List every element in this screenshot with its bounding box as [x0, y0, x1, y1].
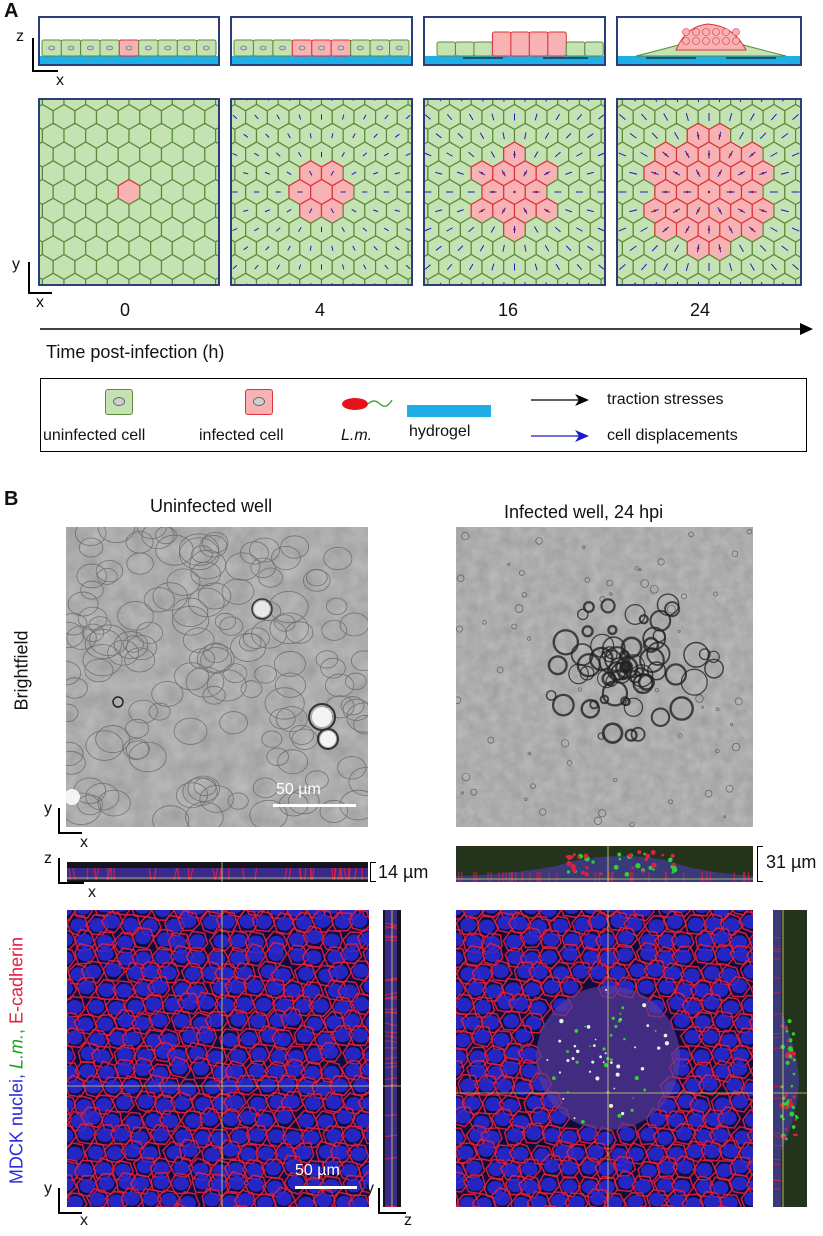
- xz-section-infected: [456, 846, 753, 882]
- axis-y-label: y: [366, 1180, 374, 1197]
- axis-x-label: x: [56, 72, 64, 89]
- uninfected-cell-icon: [105, 389, 133, 415]
- top-axis: y x: [12, 250, 52, 311]
- lm-label: L.m.: [6, 1034, 27, 1070]
- axis-z-label: z: [16, 28, 24, 45]
- legend-infected-label: infected cell: [199, 427, 284, 444]
- legend-box: uninfected cell infected cell L.m. hydro…: [40, 378, 807, 452]
- axis-x-label: x: [80, 1212, 88, 1229]
- axis-y-label: y: [44, 1180, 52, 1197]
- xz-axis: z x: [44, 850, 104, 901]
- brightfield-uninfected-image: [66, 527, 368, 827]
- height-right-label: 31 µm: [766, 852, 817, 872]
- ecadherin-label: E-cadherin: [6, 936, 27, 1024]
- yz-section-infected: [773, 910, 807, 1207]
- axis-x-label: x: [80, 834, 88, 851]
- time-label-4: 4: [315, 300, 326, 320]
- panel-b-letter: B: [4, 488, 19, 510]
- axis-x-label: x: [88, 884, 96, 901]
- traction-arrow-icon: [531, 394, 589, 406]
- axis-y-label: y: [12, 256, 20, 273]
- panel-a-letter: A: [4, 0, 19, 22]
- bacteria-icon: [342, 398, 393, 410]
- scale-bar-brightfield: [273, 804, 356, 807]
- row-fluorescence-label: MDCK nuclei, L.m., E-cadherin: [7, 896, 28, 1226]
- fluorescence-uninfected-image: [67, 910, 369, 1207]
- col-right-title: Infected well, 24 hpi: [504, 502, 664, 522]
- top-view-0: [38, 98, 220, 286]
- height-left-label: 14 µm: [378, 862, 429, 882]
- brightfield-infected-image: [456, 527, 753, 827]
- scale-bar-brightfield-label: 50 µm: [276, 781, 321, 798]
- side-view-0: [38, 16, 220, 66]
- brightfield-axis: y x: [44, 792, 88, 852]
- legend-hydrogel-label: hydrogel: [409, 423, 471, 440]
- legend-displacement-label: cell displacements: [607, 427, 738, 444]
- separator-label: ,: [6, 1024, 27, 1035]
- xz-section-uninfected: [67, 862, 368, 882]
- axis-z-label: z: [404, 1212, 412, 1229]
- top-view-2: [423, 98, 606, 286]
- row-brightfield-label: Brightfield: [11, 630, 32, 711]
- time-label-0: 0: [120, 300, 131, 320]
- side-view-2: [423, 16, 606, 66]
- scale-bar-fluorescence-label: 50 µm: [295, 1162, 340, 1179]
- height-bracket-right: [757, 846, 763, 882]
- side-view-1: [230, 16, 413, 66]
- displacement-arrow-icon: [531, 430, 589, 442]
- side-view-3: [616, 16, 802, 66]
- infected-cell-icon: [245, 389, 273, 415]
- fluorescence-axis: y x: [44, 1172, 88, 1232]
- time-axis-label: Time post-infection (h): [46, 342, 225, 362]
- top-view-1: [230, 98, 413, 286]
- time-label-24: 24: [690, 300, 711, 320]
- yz-section-uninfected: [383, 910, 401, 1207]
- axis-y-label: y: [44, 800, 52, 817]
- height-bracket-left: [370, 862, 376, 882]
- nuclei-label: MDCK nuclei,: [6, 1069, 27, 1185]
- legend-traction-label: traction stresses: [607, 391, 724, 408]
- axis-x-label: x: [36, 294, 44, 311]
- axis-z-label: z: [44, 850, 52, 867]
- top-view-3: [616, 98, 802, 286]
- yz-axis: y z: [366, 1172, 426, 1232]
- legend-uninfected-label: uninfected cell: [43, 427, 146, 444]
- hydrogel-icon: [407, 405, 491, 417]
- fluorescence-infected-image: [456, 910, 753, 1207]
- scale-bar-fluorescence: [295, 1186, 357, 1189]
- side-axis: z x: [16, 28, 66, 90]
- time-label-16: 16: [498, 300, 519, 320]
- legend-bacteria-label: L.m.: [341, 427, 373, 444]
- time-arrow: [40, 323, 813, 335]
- col-left-title: Uninfected well: [150, 496, 273, 516]
